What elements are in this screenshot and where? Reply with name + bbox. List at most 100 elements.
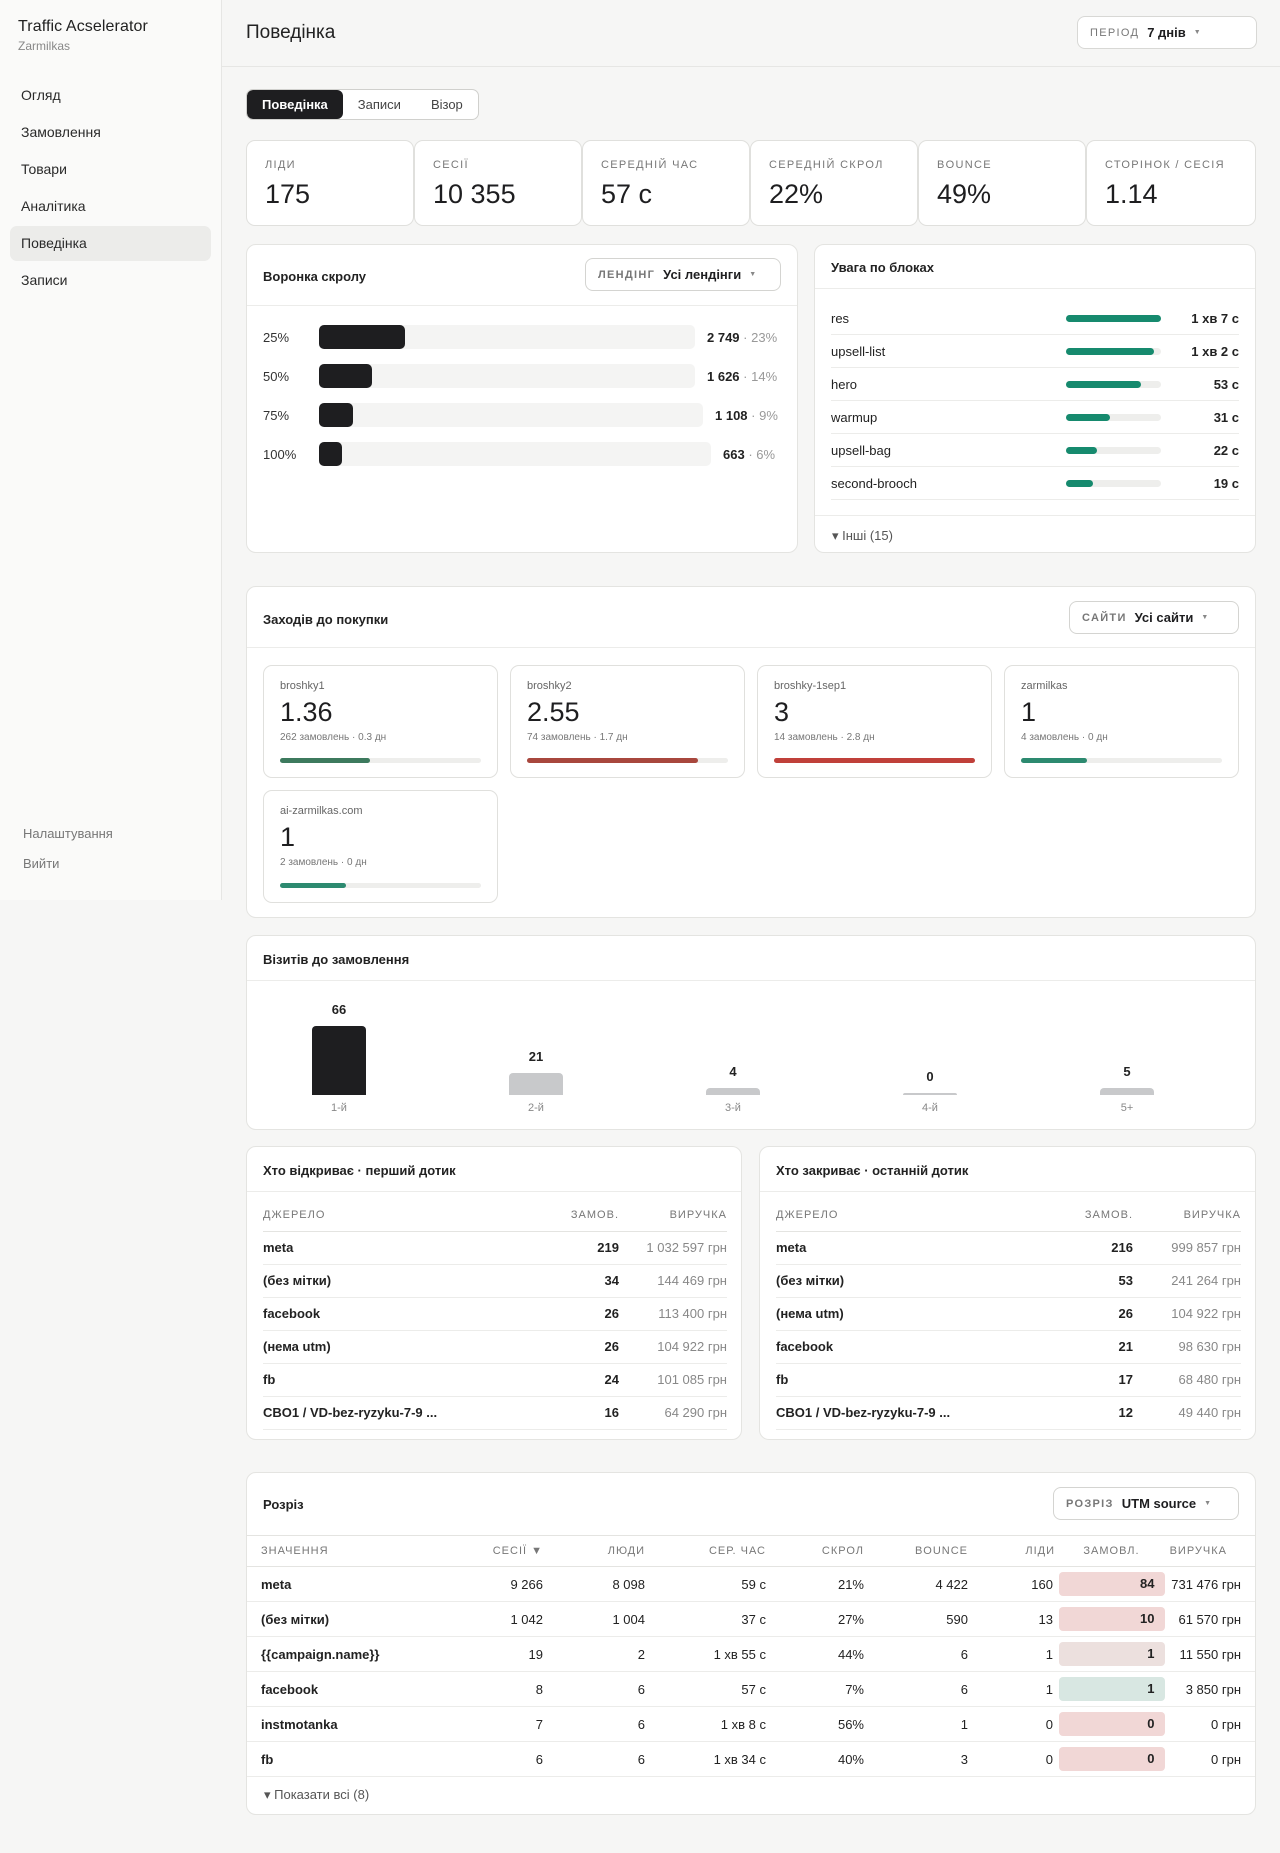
breakdown-cell: 6 — [543, 1671, 645, 1707]
chevron-down-icon: ▼ — [749, 271, 757, 278]
breakdown-col-header: ЗАМОВЛ. — [1055, 1535, 1168, 1567]
revenue-cell: 999 857 грн — [1133, 1231, 1241, 1265]
breakdown-col-header: ЛЮДИ — [543, 1535, 645, 1567]
block-name: upsell-bag — [831, 442, 891, 458]
breakdown-cell: 1 хв 8 с — [645, 1706, 766, 1742]
breakdown-col-header: ЗНАЧЕННЯ — [247, 1535, 442, 1567]
orders-cell: 12 — [1043, 1396, 1133, 1430]
table-row: {{campaign.name}} 19 2 1 хв 55 с 44% 6 1 1 11 55… — [247, 1636, 1255, 1672]
attention-fill — [1066, 413, 1110, 421]
revenue-cell: 104 922 грн — [1133, 1297, 1241, 1331]
revenue-cell: 1 032 597 грн — [619, 1231, 727, 1265]
table-row: fb 17 68 480 грн — [776, 1363, 1241, 1397]
orders-cell: 0 — [1055, 1741, 1168, 1777]
sidebar-item-overview[interactable]: Огляд — [21, 87, 61, 103]
logout-link[interactable]: Вийти — [23, 856, 60, 871]
breakdown-cell: 2 — [543, 1636, 645, 1672]
attention-row: hero 53 с — [831, 368, 1239, 401]
tab-behavior[interactable]: Поведінка — [247, 90, 343, 119]
sidebar-item-recordings[interactable]: Записи — [21, 272, 68, 288]
funnel-pct: 50% — [263, 368, 290, 384]
breakdown-cell: 0 грн — [1168, 1706, 1255, 1742]
site-name: broshky2 — [527, 680, 572, 692]
funnel-share: · 23% — [743, 329, 778, 345]
kpi-label: СЕСІЇ — [433, 159, 469, 171]
site-card[interactable]: broshky-1sep1 3 14 замовлень · 2.8 дн — [757, 665, 992, 778]
sidebar-bottom: Налаштування Вийти — [23, 826, 113, 886]
sidebar: Traffic Acselerator Zarmilkas Огляд Замо… — [0, 0, 222, 900]
table-row: CBO1 / VD-bez-ryzyku-7-9 ... 16 64 290 грн — [263, 1396, 727, 1430]
attention-track — [1066, 413, 1161, 421]
orders-cell: 26 — [529, 1330, 619, 1364]
kpi-label: СТОРІНОК / СЕСІЯ — [1105, 159, 1225, 171]
breakdown-cell: 9 266 — [442, 1566, 543, 1602]
period-select[interactable]: ПЕРІОД 7 днів ▼ — [1077, 16, 1257, 49]
attention-fill — [1066, 380, 1141, 388]
breakdown-cell: 7 — [442, 1706, 543, 1742]
site-card[interactable]: broshky2 2.55 74 замовлень · 1.7 дн — [510, 665, 745, 778]
breakdown-col-header[interactable]: СЕСІЇ ▼ — [442, 1535, 543, 1567]
bar-value-label: 4 — [729, 1064, 737, 1079]
kpi-value: 22% — [769, 179, 824, 209]
sidebar-item-products[interactable]: Товари — [21, 161, 67, 177]
breakdown-cell: 6 — [543, 1706, 645, 1742]
table-row: fb 6 6 1 хв 34 с 40% 3 0 0 0 грн — [247, 1741, 1255, 1777]
touches-to-purchase-card: Заходів до покупки САЙТИ Усі сайти ▼ bro… — [246, 586, 1256, 918]
tab-recordings[interactable]: Записи — [357, 97, 401, 112]
breakdown-cell: 13 — [968, 1601, 1055, 1637]
card-title: Хто закриває · останній дотик — [776, 1163, 969, 1178]
breakdown-col-header: BOUNCE — [864, 1535, 968, 1567]
orders-cell: 53 — [1043, 1264, 1133, 1298]
tab-viewer[interactable]: Візор — [430, 97, 463, 112]
orders-pill: 1 — [1058, 1642, 1165, 1666]
bar-category-label: 4-й — [922, 1102, 938, 1114]
kpi-value: 57 с — [601, 179, 653, 209]
kpi-card-avg-time: СЕРЕДНІЙ ЧАС 57 с — [582, 140, 750, 226]
settings-link[interactable]: Налаштування — [23, 826, 113, 841]
site-card[interactable]: ai-zarmilkas.com 1 2 замовлень · 0 дн — [263, 790, 498, 903]
table-row: CBO1 / VD-bez-ryzyku-7-9 ... 12 49 440 грн — [776, 1396, 1241, 1430]
sites-select[interactable]: САЙТИ Усі сайти ▼ — [1069, 601, 1239, 634]
orders-pill: 10 — [1058, 1607, 1165, 1631]
table-row: (без мітки) 1 042 1 004 37 с 27% 590 13 10 61 57… — [247, 1601, 1255, 1637]
funnel-row: 100% 663 · 6% — [263, 442, 775, 466]
source-cell: CBO1 / VD-bez-ryzyku-7-9 ... — [263, 1396, 529, 1430]
revenue-cell: 241 264 грн — [1133, 1264, 1241, 1298]
breakdown-cell: 37 с — [645, 1601, 766, 1637]
breakdown-cell: 59 с — [645, 1566, 766, 1602]
table-row: (без мітки) 34 144 469 грн — [263, 1264, 727, 1298]
attention-fill — [1066, 347, 1154, 355]
revenue-cell: 98 630 грн — [1133, 1330, 1241, 1364]
orders-cell: 1 — [1055, 1671, 1168, 1707]
show-all-toggle[interactable]: ▾ Показати всі (8) — [264, 1787, 370, 1802]
landing-select[interactable]: ЛЕНДІНГ Усі лендінги ▼ — [585, 258, 781, 291]
show-others-toggle[interactable]: ▾ Інші (15) — [832, 528, 893, 543]
funnel-fill — [319, 403, 353, 427]
chevron-down-icon: ▼ — [1204, 1500, 1212, 1507]
sidebar-item-orders[interactable]: Замовлення — [21, 124, 101, 140]
breakdown-cell: 44% — [766, 1636, 864, 1672]
sidebar-item-analytics[interactable]: Аналітика — [21, 198, 86, 214]
breakdown-cell: 1 — [968, 1636, 1055, 1672]
kpi-value: 49% — [937, 179, 992, 209]
block-time: 1 хв 7 с — [1191, 310, 1239, 326]
revenue-cell: 68 480 грн — [1133, 1363, 1241, 1397]
site-card[interactable]: zarmilkas 1 4 замовлень · 0 дн — [1004, 665, 1239, 778]
breakdown-card: Розріз РОЗРІЗ UTM source ▼ ЗНАЧЕННЯ СЕСІЇ… — [246, 1472, 1256, 1815]
funnel-pct: 75% — [263, 407, 290, 423]
table-row: facebook 26 113 400 грн — [263, 1297, 727, 1331]
funnel-count: 1 626 — [707, 368, 740, 384]
revenue-cell: 104 922 грн — [619, 1330, 727, 1364]
attention-row: upsell-list 1 хв 2 с — [831, 335, 1239, 368]
breakdown-cell: 1 — [864, 1706, 968, 1742]
source-cell: (без мітки) — [776, 1264, 1043, 1298]
breakdown-cell: 590 — [864, 1601, 968, 1637]
attention-row: second-brooch 19 с — [831, 467, 1239, 500]
attention-row: upsell-bag 22 с — [831, 434, 1239, 467]
breakdown-select[interactable]: РОЗРІЗ UTM source ▼ — [1053, 1487, 1239, 1520]
chart-bar — [509, 1073, 563, 1095]
attention-track — [1066, 380, 1161, 388]
sidebar-item-behavior[interactable]: Поведінка — [10, 226, 211, 261]
site-card[interactable]: broshky1 1.36 262 замовлень · 0.3 дн — [263, 665, 498, 778]
card-title: Візитів до замовлення — [263, 952, 410, 967]
